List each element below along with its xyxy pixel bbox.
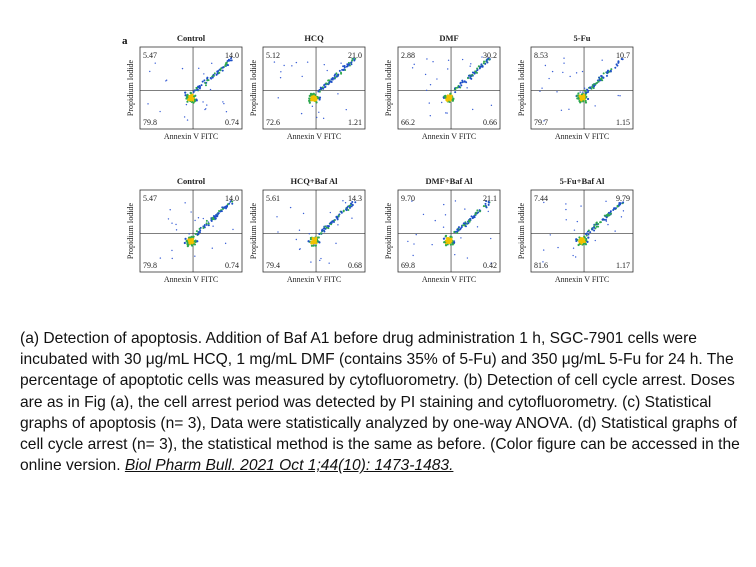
panel-frame: [262, 46, 366, 130]
x-axis-label: Annexin V FITC: [555, 275, 609, 284]
quadrant-lower-right: 0.74: [225, 118, 239, 127]
scatter-panel: HCQ+Baf Al 5.61 14.3 79.4 0.68 Annexin V FITC…: [249, 176, 366, 284]
panel-frame: [397, 189, 501, 273]
x-axis-label: Annexin V FITC: [422, 132, 476, 141]
quadrant-lower-left: 79.8: [143, 118, 157, 127]
cell-events: [539, 57, 624, 122]
panel-frame: [262, 189, 366, 273]
panel-title: 5-Fu: [574, 33, 591, 43]
scatter-panel: 5-Fu+Baf Al 7.44 9.79 81.6 1.17 Annexin V FIT…: [517, 176, 634, 284]
scatter-panel: DMF+Baf Al 9.70 21.1 69.8 0.42 Annexin V FITC…: [384, 176, 501, 284]
quadrant-upper-left: 5.47: [143, 194, 157, 203]
panel-letter: a: [122, 35, 128, 47]
y-axis-label: Propidium Iodide: [126, 202, 135, 259]
x-axis-label: Annexin V FITC: [287, 132, 341, 141]
panel-title: HCQ+Baf Al: [290, 176, 338, 186]
panel-title: Control: [177, 176, 206, 186]
quadrant-upper-left: 5.61: [266, 194, 280, 203]
x-axis-label: Annexin V FITC: [164, 275, 218, 284]
y-axis-label: Propidium Iodide: [249, 202, 258, 259]
cell-events: [276, 200, 357, 264]
quadrant-upper-right: 30.2: [483, 51, 497, 60]
panel-title: DMF+Baf Al: [425, 176, 473, 186]
quadrant-lower-left: 79.8: [143, 261, 157, 270]
quadrant-lower-right: 1.17: [616, 261, 630, 270]
quadrant-lower-left: 69.8: [401, 261, 415, 270]
panel-title: Control: [177, 33, 206, 43]
quadrant-lower-left: 79.4: [266, 261, 280, 270]
panel-frame: [139, 46, 243, 130]
y-axis-label: Propidium Iodide: [384, 59, 393, 116]
x-axis-label: Annexin V FITC: [164, 132, 218, 141]
x-axis-label: Annexin V FITC: [287, 275, 341, 284]
quadrant-upper-left: 2.88: [401, 51, 415, 60]
quadrant-upper-right: 10.7: [616, 51, 630, 60]
panel-frame: [530, 46, 634, 130]
cell-events: [159, 200, 234, 260]
cell-events: [411, 56, 493, 117]
quadrant-lower-right: 1.21: [348, 118, 362, 127]
caption-text: (a) Detection of apoptosis. Addition of …: [20, 330, 740, 475]
quadrant-upper-left: 5.47: [143, 51, 157, 60]
y-axis-label: Propidium Iodide: [517, 59, 526, 116]
quadrant-lower-left: 66.2: [401, 118, 415, 127]
figure-caption: (a) Detection of apoptosis. Addition of …: [20, 328, 742, 476]
quadrant-upper-right: 14.3: [348, 194, 362, 203]
scatter-panel: Control 5.47 14.0 79.8 0.74 Annexin V FITC Pro…: [126, 33, 243, 141]
quadrant-upper-left: 5.12: [266, 51, 280, 60]
y-axis-label: Propidium Iodide: [517, 202, 526, 259]
quadrant-upper-right: 9.79: [616, 194, 630, 203]
panel-frame: [139, 189, 243, 273]
x-axis-label: Annexin V FITC: [555, 132, 609, 141]
quadrant-lower-right: 0.68: [348, 261, 362, 270]
quadrant-lower-right: 0.42: [483, 261, 497, 270]
cell-events: [273, 57, 357, 120]
quadrant-lower-left: 72.6: [266, 118, 280, 127]
scatter-panel: Control 5.47 14.0 79.8 0.74 Annexin V FITC Pro…: [126, 176, 243, 284]
panel-title: DMF: [439, 33, 458, 43]
quadrant-upper-left: 7.44: [534, 194, 548, 203]
panel-title: 5-Fu+Baf Al: [560, 176, 605, 186]
cell-events: [407, 200, 492, 264]
quadrant-upper-right: 14.0: [225, 51, 239, 60]
quadrant-upper-left: 9.70: [401, 194, 415, 203]
scatter-panel: 5-Fu 8.53 10.7 79.7 1.15 Annexin V FITC Propid…: [517, 33, 634, 141]
scatter-panel: DMF 2.88 30.2 66.2 0.66 Annexin V FITC Propidi…: [384, 33, 501, 141]
quadrant-lower-right: 0.74: [225, 261, 239, 270]
quadrant-lower-left: 79.7: [534, 118, 548, 127]
x-axis-label: Annexin V FITC: [422, 275, 476, 284]
y-axis-label: Propidium Iodide: [384, 202, 393, 259]
quadrant-upper-left: 8.53: [534, 51, 548, 60]
scatter-panel: HCQ 5.12 21.0 72.6 1.21 Annexin V FITC Propidi…: [249, 33, 366, 141]
quadrant-upper-right: 21.1: [483, 194, 497, 203]
y-axis-label: Propidium Iodide: [249, 59, 258, 116]
panel-frame: [530, 189, 634, 273]
quadrant-upper-right: 21.0: [348, 51, 362, 60]
quadrant-lower-right: 0.66: [483, 118, 497, 127]
quadrant-lower-right: 1.15: [616, 118, 630, 127]
cell-events: [542, 200, 625, 263]
quadrant-lower-left: 81.6: [534, 261, 548, 270]
y-axis-label: Propidium Iodide: [126, 59, 135, 116]
citation-link[interactable]: Biol Pharm Bull. 2021 Oct 1;44(10): 1473…: [124, 457, 454, 475]
cell-events: [147, 57, 233, 121]
quadrant-upper-right: 14.0: [225, 194, 239, 203]
flow-cytometry-figure: a Control 5.47 14.0 79.8 0.74 Annexin V FITC P…: [122, 33, 634, 284]
panel-title: HCQ: [304, 33, 324, 43]
